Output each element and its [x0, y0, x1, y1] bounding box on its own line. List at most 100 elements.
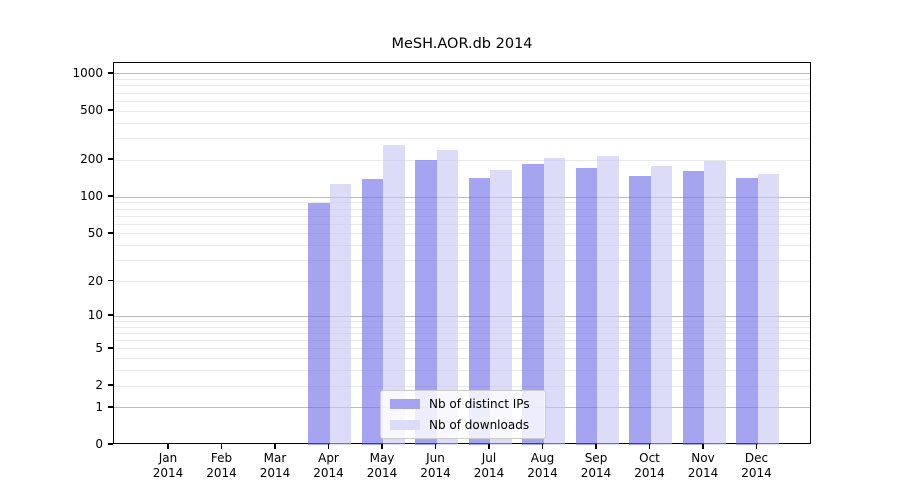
- gridline-400: [114, 122, 810, 124]
- x-tick-apr: [327, 444, 330, 449]
- x-tick-feb: [220, 444, 223, 449]
- x-tick-jul: [488, 444, 490, 449]
- x-tick-nov: [702, 444, 704, 449]
- bar-downloads-dec: [757, 174, 779, 445]
- gridline-200: [114, 159, 810, 161]
- bar-distinct-ips-apr: [308, 202, 330, 445]
- gridline-6: [114, 340, 810, 341]
- y-tick-label-1000: 1000: [72, 65, 103, 80]
- bar-distinct-ips-dec: [736, 178, 758, 445]
- y-tick-label-5: 5: [95, 340, 103, 355]
- y-tick-label-100: 100: [80, 189, 103, 204]
- bar-downloads-jul: [490, 170, 512, 445]
- y-tick-50: [108, 232, 113, 234]
- y-tick-1000: [108, 72, 113, 74]
- gridline-700: [114, 92, 810, 94]
- legend-item-downloads: Nb of downloads: [390, 418, 536, 432]
- x-tick-sep: [595, 444, 597, 449]
- x-tick-label-feb: Feb 2014: [206, 451, 237, 480]
- y-tick-label-50: 50: [87, 225, 103, 240]
- gridline-5: [114, 348, 810, 350]
- y-tick-2: [108, 384, 113, 386]
- y-tick-label-1: 1: [95, 399, 103, 414]
- y-tick-label-500: 500: [80, 103, 103, 118]
- legend-item-distinct-ips: Nb of distinct IPs: [390, 397, 536, 411]
- bar-distinct-ips-oct: [629, 176, 651, 445]
- y-tick-label-2: 2: [95, 378, 103, 392]
- gridline-4: [114, 358, 810, 360]
- gridline-300: [114, 138, 810, 140]
- y-tick-label-200: 200: [80, 152, 103, 167]
- y-tick-0: [108, 443, 113, 445]
- gridline-900: [114, 79, 810, 81]
- x-tick-label-jun: Jun 2014: [420, 451, 451, 480]
- gridline-1000: [114, 73, 810, 75]
- gridline-100: [114, 196, 810, 198]
- y-tick-5: [108, 347, 113, 349]
- gridline-20: [114, 281, 810, 282]
- y-tick-1: [108, 406, 113, 408]
- x-tick-label-mar: Mar 2014: [259, 451, 291, 480]
- x-tick-oct: [648, 444, 651, 449]
- bar-distinct-ips-sep: [575, 167, 597, 445]
- bar-downloads-oct: [650, 165, 672, 445]
- bar-distinct-ips-jun: [415, 160, 437, 445]
- x-tick-label-jan: Jan 2014: [152, 451, 184, 480]
- gridline-2: [114, 385, 810, 387]
- bar-downloads-sep: [597, 155, 619, 445]
- y-tick-label-20: 20: [87, 273, 103, 288]
- gridline-70: [114, 215, 810, 217]
- gridline-500: [114, 110, 810, 112]
- plot-area: Nb of distinct IPs Nb of downloads: [113, 62, 811, 445]
- legend-swatch-distinct-ips: [390, 398, 420, 410]
- x-tick-dec: [755, 444, 758, 449]
- legend-label-downloads: Nb of downloads: [429, 418, 530, 432]
- gridline-8: [114, 326, 810, 328]
- y-tick-10: [108, 314, 113, 316]
- gridline-80: [114, 208, 810, 210]
- bar-distinct-ips-nov: [682, 171, 704, 445]
- x-tick-label-jul: Jul 2014: [473, 451, 505, 480]
- x-tick-label-oct: Oct 2014: [634, 451, 665, 480]
- gridline-600: [114, 100, 810, 102]
- gridline-40: [114, 245, 810, 247]
- x-tick-label-may: May 2014: [366, 451, 398, 480]
- x-tick-jan: [167, 444, 169, 449]
- y-tick-100: [108, 195, 113, 197]
- gridline-800: [114, 85, 810, 87]
- legend-swatch-downloads: [390, 419, 420, 431]
- y-tick-label-0: 0: [95, 437, 103, 451]
- x-tick-label-apr: Apr 2014: [313, 451, 344, 480]
- y-tick-20: [108, 279, 113, 282]
- bar-downloads-apr: [329, 184, 351, 445]
- gridline-50: [114, 233, 810, 235]
- x-tick-label-aug: Aug 2014: [527, 451, 558, 480]
- gridline-30: [114, 260, 810, 262]
- y-tick-label-10: 10: [87, 308, 103, 323]
- bar-downloads-jun: [436, 149, 458, 445]
- legend-label-distinct-ips: Nb of distinct IPs: [429, 397, 530, 411]
- gridline-9: [114, 320, 810, 322]
- gridline-7: [114, 332, 810, 334]
- bar-distinct-ips-jul: [468, 178, 490, 445]
- bar-distinct-ips-may: [361, 179, 383, 445]
- bar-distinct-ips-aug: [522, 164, 544, 445]
- legend: Nb of distinct IPs Nb of downloads: [380, 390, 546, 439]
- bar-downloads-nov: [704, 161, 726, 445]
- gridline-10: [114, 315, 810, 317]
- x-tick-label-dec: Dec 2014: [741, 451, 772, 480]
- x-tick-mar: [274, 444, 276, 449]
- bar-downloads-aug: [543, 157, 565, 445]
- gridline-3: [114, 370, 810, 372]
- x-tick-label-nov: Nov 2014: [687, 451, 719, 480]
- bar-downloads-may: [383, 145, 405, 445]
- chart-title: MeSH.AOR.db 2014: [391, 36, 533, 52]
- gridline-60: [114, 223, 810, 225]
- x-tick-label-sep: Sep 2014: [580, 451, 612, 480]
- gridline-90: [114, 202, 810, 204]
- y-tick-500: [108, 109, 113, 111]
- x-tick-aug: [541, 444, 544, 449]
- x-tick-jun: [434, 444, 437, 449]
- x-tick-may: [381, 444, 383, 449]
